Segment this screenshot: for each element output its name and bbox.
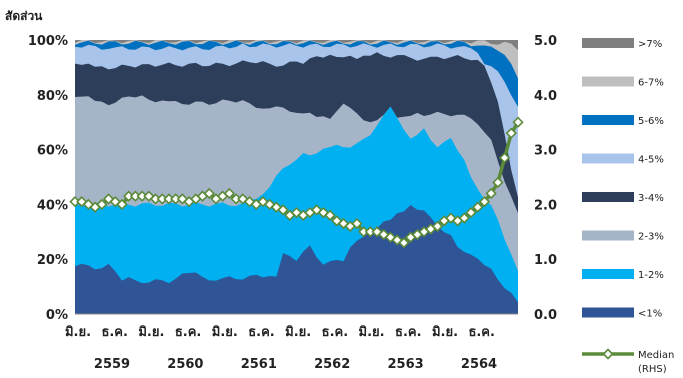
legend-label: 6-7% [638,78,664,89]
x-tick-label: ธ.ค. [248,325,275,340]
y-tick-right: 0.0 [534,308,557,323]
legend-label: Median [638,350,674,361]
legend-swatch [582,192,634,202]
year-label: 2564 [461,357,497,372]
x-tick-label: มิ.ย. [359,325,385,340]
legend-swatch [582,38,634,48]
legend-swatch [582,307,634,318]
y-tick-left: 80% [37,89,68,104]
year-label: 2561 [241,357,277,372]
median-point [324,209,336,221]
legend-label: 1-2% [638,270,664,281]
legend-swatch [582,230,634,241]
y-tick-left: 40% [37,198,68,213]
legend-swatch [582,76,634,87]
median-point [512,116,524,128]
year-label: 2563 [388,357,424,372]
x-tick-label: ธ.ค. [468,325,495,340]
series-lt1-area [75,205,518,314]
median-point [465,206,477,219]
median-point [485,187,497,200]
legend-label: >7% [638,39,662,50]
y-tick-left: 60% [37,144,68,159]
legend-swatch [582,115,634,125]
y-tick-right: 2.0 [534,198,557,213]
x-tick-label: ธ.ค. [175,325,202,340]
median-point [351,217,363,230]
median-point [398,237,410,249]
axes: 0% 20% 40% 60% 80% 100% 0.0 1.0 2.0 3.0 4.0 5.0 มิ.ย… [28,34,557,372]
legend-median-marker [602,348,614,360]
legend-swatch [582,269,634,279]
median-point [277,204,289,216]
x-tick-label: มิ.ย. [138,325,164,340]
legend-label: 2-3% [638,232,664,243]
legend-label: <1% [638,309,662,320]
median-point [116,198,128,211]
x-tick-label: มิ.ย. [65,325,91,340]
legend-sublabel: (RHS) [638,364,667,375]
year-label: 2560 [167,357,203,372]
median-point [203,187,215,200]
x-tick-label: มิ.ย. [432,325,458,340]
median-point [431,220,444,232]
y-tick-left: 20% [37,253,68,268]
median-point [458,212,470,224]
year-label: 2559 [94,357,130,372]
median-point [478,196,491,208]
legend-label: 5-6% [638,116,664,127]
year-label: 2562 [314,357,350,372]
legend-label: 3-4% [638,193,664,204]
median-layer [69,116,524,249]
x-tick-label: ธ.ค. [322,325,349,340]
median-point [498,152,511,164]
y-axis-title: สัดส่วน [5,9,43,23]
median-point [223,187,236,200]
median-point [505,127,517,139]
stacked-areas [75,40,518,315]
y-tick-right: 3.0 [534,144,557,159]
x-tick-label: มิ.ย. [212,325,238,340]
y-tick-right: 5.0 [534,34,557,49]
median-point [96,198,108,211]
median-point [492,176,504,189]
y-tick-right: 4.0 [534,89,557,104]
median-point [472,201,484,213]
x-tick-label: ธ.ค. [395,325,422,340]
y-tick-right: 1.0 [534,253,557,268]
y-tick-left: 0% [46,308,68,323]
legend-swatch [582,153,634,164]
legend-label: 4-5% [638,155,664,166]
x-tick-label: ธ.ค. [101,325,128,340]
y-tick-left: 100% [28,34,68,49]
x-tick-label: มิ.ย. [285,325,311,340]
legend: >7% 6-7% 5-6% 4-5% 3-4% 2-3% 1-2% <1% Median (RHS… [582,38,674,375]
